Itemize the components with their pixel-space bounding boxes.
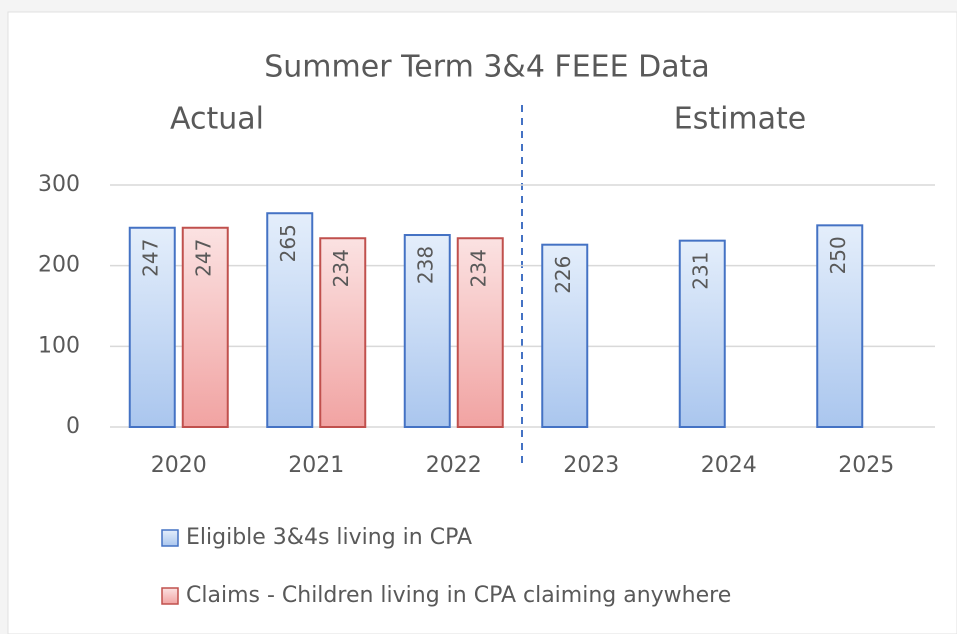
bar [541, 243, 589, 428]
x-tick-label: 2024 [701, 453, 757, 478]
legend-label: Eligible 3&4s living in CPA [186, 525, 472, 550]
data-label: 247 [192, 239, 216, 277]
data-label: 250 [826, 236, 850, 274]
x-tick-label: 2023 [563, 453, 619, 478]
y-tick-label: 200 [38, 253, 80, 278]
bar [181, 226, 229, 428]
legend-swatch [161, 529, 179, 547]
data-label: 226 [551, 256, 575, 294]
data-label: 238 [414, 246, 438, 284]
bar [128, 226, 176, 428]
bar [403, 234, 451, 428]
legend-label: Claims - Children living in CPA claiming… [186, 583, 731, 608]
y-tick-label: 300 [38, 172, 80, 197]
data-label: 234 [329, 249, 353, 287]
bar [816, 224, 864, 428]
bar [266, 212, 314, 428]
data-label: 247 [139, 239, 163, 277]
data-label: 231 [689, 252, 713, 290]
x-tick-label: 2022 [426, 453, 482, 478]
chart-title: Summer Term 3&4 FEEE Data [264, 50, 709, 85]
bar [678, 239, 726, 428]
y-tick-label: 100 [38, 333, 80, 358]
x-tick-label: 2025 [838, 453, 894, 478]
legend-swatch [161, 587, 179, 605]
x-tick-label: 2021 [288, 453, 344, 478]
bar [456, 237, 504, 428]
y-tick-label: 0 [66, 414, 80, 439]
data-label: 265 [276, 224, 300, 262]
bar [319, 237, 367, 428]
annotation: Actual [170, 102, 264, 137]
x-tick-label: 2020 [151, 453, 207, 478]
annotation: Estimate [674, 102, 807, 137]
data-label: 234 [467, 249, 491, 287]
